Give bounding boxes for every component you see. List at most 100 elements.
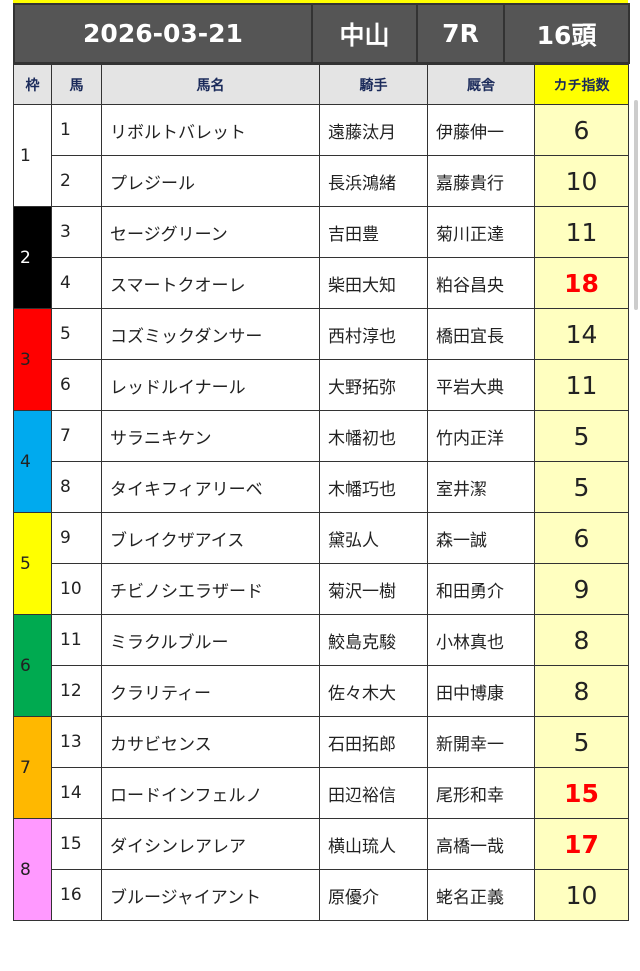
waku-cell: 3	[13, 308, 52, 411]
kachi-index-cell: 11	[534, 206, 629, 258]
trainer-cell: 蛯名正義	[427, 869, 535, 921]
trainer-cell: 平岩大典	[427, 359, 535, 411]
table-row: 5 9 ブレイクザアイス 黛弘人 森一誠 6	[13, 512, 629, 615]
table-row: 8 15 ダイシンレアレア 横山琉人 高橋一哉 17	[13, 818, 629, 921]
table-row: 16 ブルージャイアント 原優介 蛯名正義 10	[14, 869, 629, 921]
trainer-cell: 粕谷昌央	[427, 257, 535, 309]
waku-cell: 5	[13, 512, 52, 615]
trainer-cell: 高橋一哉	[427, 818, 535, 870]
jockey-cell: 木幡初也	[319, 410, 428, 462]
jockey-cell: 田辺裕信	[319, 767, 428, 819]
horse-name-cell: ダイシンレアレア	[101, 818, 320, 870]
umaban-cell: 8	[51, 461, 102, 513]
col-kachi-index: カチ指数	[534, 64, 629, 105]
table-row: 7 13 カサビセンス 石田拓郎 新開幸一 5	[13, 716, 629, 819]
umaban-cell: 13	[51, 716, 102, 768]
top-accent-bar	[13, 0, 628, 3]
jockey-cell: 鮫島克駿	[319, 614, 428, 666]
table-row: 2 プレジール 長浜鴻緒 嘉藤貴行 10	[14, 155, 629, 207]
kachi-index-cell: 15	[534, 767, 629, 819]
race-date: 2026-03-21	[13, 3, 313, 64]
umaban-cell: 10	[51, 563, 102, 615]
jockey-cell: 佐々木大	[319, 665, 428, 717]
jockey-cell: 横山琉人	[319, 818, 428, 870]
horse-name-cell: タイキフィアリーベ	[101, 461, 320, 513]
horse-name-cell: クラリティー	[101, 665, 320, 717]
umaban-cell: 7	[51, 410, 102, 462]
col-jockey: 騎手	[319, 64, 428, 105]
table-row: 1 1 リボルトバレット 遠藤汰月 伊藤伸一 6	[13, 104, 629, 207]
umaban-cell: 3	[51, 206, 102, 258]
entries-table: 枠 馬 馬名 騎手 厩舎 カチ指数 1 1 リボルトバレット 遠藤汰月 伊藤伸一 6 2 プレ…	[13, 64, 629, 921]
runner-count: 16頭	[503, 3, 630, 64]
table-row: 12 クラリティー 佐々木大 田中博康 8	[14, 665, 629, 717]
umaban-cell: 1	[51, 104, 102, 156]
scrollbar[interactable]	[634, 100, 638, 310]
jockey-cell: 菊沢一樹	[319, 563, 428, 615]
horse-name-cell: ブレイクザアイス	[101, 512, 320, 564]
waku-cell: 1	[13, 104, 52, 207]
waku-cell: 8	[13, 818, 52, 921]
horse-name-cell: プレジール	[101, 155, 320, 207]
horse-name-cell: スマートクオーレ	[101, 257, 320, 309]
race-header: 2026-03-21 中山 7R 16頭	[13, 3, 630, 64]
umaban-cell: 9	[51, 512, 102, 564]
jockey-cell: 黛弘人	[319, 512, 428, 564]
horse-name-cell: サラニキケン	[101, 410, 320, 462]
trainer-cell: 竹内正洋	[427, 410, 535, 462]
kachi-index-cell: 5	[534, 461, 629, 513]
trainer-cell: 森一誠	[427, 512, 535, 564]
umaban-cell: 14	[51, 767, 102, 819]
jockey-cell: 柴田大知	[319, 257, 428, 309]
jockey-cell: 長浜鴻緒	[319, 155, 428, 207]
horse-name-cell: カサビセンス	[101, 716, 320, 768]
trainer-cell: 嘉藤貴行	[427, 155, 535, 207]
kachi-index-cell: 8	[534, 614, 629, 666]
jockey-cell: 木幡巧也	[319, 461, 428, 513]
jockey-cell: 大野拓弥	[319, 359, 428, 411]
kachi-index-cell: 8	[534, 665, 629, 717]
col-horse-name: 馬名	[101, 64, 320, 105]
kachi-index-cell: 6	[534, 104, 629, 156]
jockey-cell: 石田拓郎	[319, 716, 428, 768]
kachi-index-cell: 5	[534, 716, 629, 768]
col-waku: 枠	[13, 64, 52, 105]
horse-name-cell: ロードインフェルノ	[101, 767, 320, 819]
waku-cell: 7	[13, 716, 52, 819]
table-row: 2 3 セージグリーン 吉田豊 菊川正達 11	[13, 206, 629, 309]
table-row: 4 7 サラニキケン 木幡初也 竹内正洋 5	[13, 410, 629, 513]
jockey-cell: 原優介	[319, 869, 428, 921]
kachi-index-cell: 9	[534, 563, 629, 615]
waku-cell: 4	[13, 410, 52, 513]
race-card: 2026-03-21 中山 7R 16頭 枠 馬 馬名 騎手 厩舎 カチ指数 1…	[13, 0, 630, 921]
jockey-cell: 吉田豊	[319, 206, 428, 258]
table-row: 6 11 ミラクルブルー 鮫島克駿 小林真也 8	[13, 614, 629, 717]
table-row: 14 ロードインフェルノ 田辺裕信 尾形和幸 15	[14, 767, 629, 819]
kachi-index-cell: 6	[534, 512, 629, 564]
table-row: 3 5 コズミックダンサー 西村淳也 橋田宜長 14	[13, 308, 629, 411]
trainer-cell: 伊藤伸一	[427, 104, 535, 156]
waku-cell: 6	[13, 614, 52, 717]
col-trainer: 厩舎	[427, 64, 535, 105]
race-number: 7R	[416, 3, 505, 64]
umaban-cell: 15	[51, 818, 102, 870]
jockey-cell: 西村淳也	[319, 308, 428, 360]
jockey-cell: 遠藤汰月	[319, 104, 428, 156]
horse-name-cell: セージグリーン	[101, 206, 320, 258]
kachi-index-cell: 14	[534, 308, 629, 360]
trainer-cell: 尾形和幸	[427, 767, 535, 819]
umaban-cell: 4	[51, 257, 102, 309]
horse-name-cell: チビノシエラザード	[101, 563, 320, 615]
umaban-cell: 11	[51, 614, 102, 666]
column-headers: 枠 馬 馬名 騎手 厩舎 カチ指数	[13, 64, 629, 105]
trainer-cell: 新開幸一	[427, 716, 535, 768]
horse-name-cell: コズミックダンサー	[101, 308, 320, 360]
table-row: 10 チビノシエラザード 菊沢一樹 和田勇介 9	[14, 563, 629, 615]
trainer-cell: 室井潔	[427, 461, 535, 513]
trainer-cell: 菊川正達	[427, 206, 535, 258]
race-venue: 中山	[311, 3, 418, 64]
umaban-cell: 6	[51, 359, 102, 411]
kachi-index-cell: 18	[534, 257, 629, 309]
horse-name-cell: レッドルイナール	[101, 359, 320, 411]
umaban-cell: 2	[51, 155, 102, 207]
